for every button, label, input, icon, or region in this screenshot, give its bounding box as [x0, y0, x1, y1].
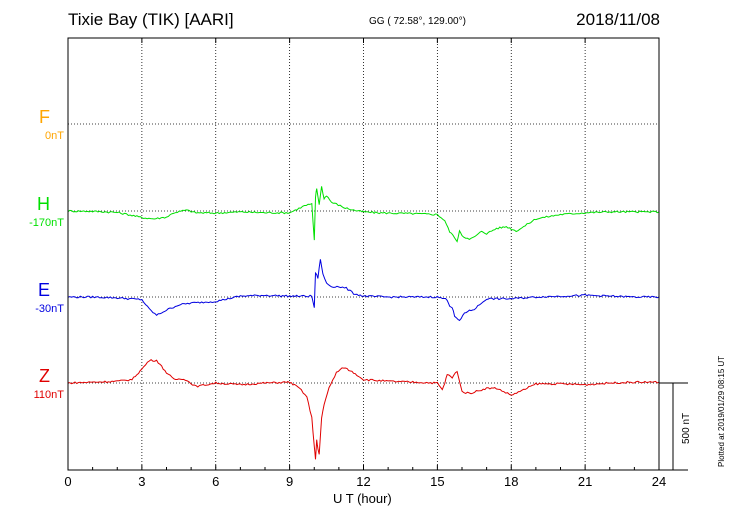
trace-Z — [67, 358, 660, 460]
x-tick-label-18: 18 — [504, 474, 519, 489]
series-offset-H: -170nT — [29, 217, 64, 229]
x-tick-label-0: 0 — [64, 474, 72, 489]
series-offset-F: 0nT — [45, 130, 64, 142]
plotted-timestamp: Plotted at 2019/01/29 08:15 UT — [717, 355, 726, 467]
data-traces — [67, 186, 660, 460]
scale-bar-label: 500 nT — [681, 412, 692, 444]
date-label: 2018/11/08 — [576, 10, 660, 29]
series-name-Z: Z — [39, 366, 50, 386]
series-offset-Z: 110nT — [33, 389, 64, 401]
x-tick-label-6: 6 — [212, 474, 220, 489]
station-title: Tixie Bay (TIK) [AARI] — [68, 10, 234, 29]
x-tick-label-9: 9 — [286, 474, 294, 489]
x-tick-label-12: 12 — [356, 474, 371, 489]
series-name-F: F — [39, 107, 50, 127]
x-tick-label-3: 3 — [138, 474, 146, 489]
x-axis-title: U T (hour) — [333, 491, 392, 506]
x-tick-label-24: 24 — [651, 474, 667, 489]
series-name-E: E — [37, 280, 50, 300]
x-tick-label-21: 21 — [577, 474, 593, 489]
scale-bar — [659, 382, 688, 471]
coordinates-label: GG ( 72.58°, 129.00°) — [369, 16, 466, 27]
grid-lines — [68, 38, 659, 470]
trace-E — [67, 259, 660, 322]
series-offset-E: -30nT — [35, 303, 64, 315]
series-name-H: H — [37, 194, 50, 214]
x-tick-label-15: 15 — [430, 474, 445, 489]
axis-ticks — [67, 38, 660, 470]
trace-H — [67, 186, 660, 243]
